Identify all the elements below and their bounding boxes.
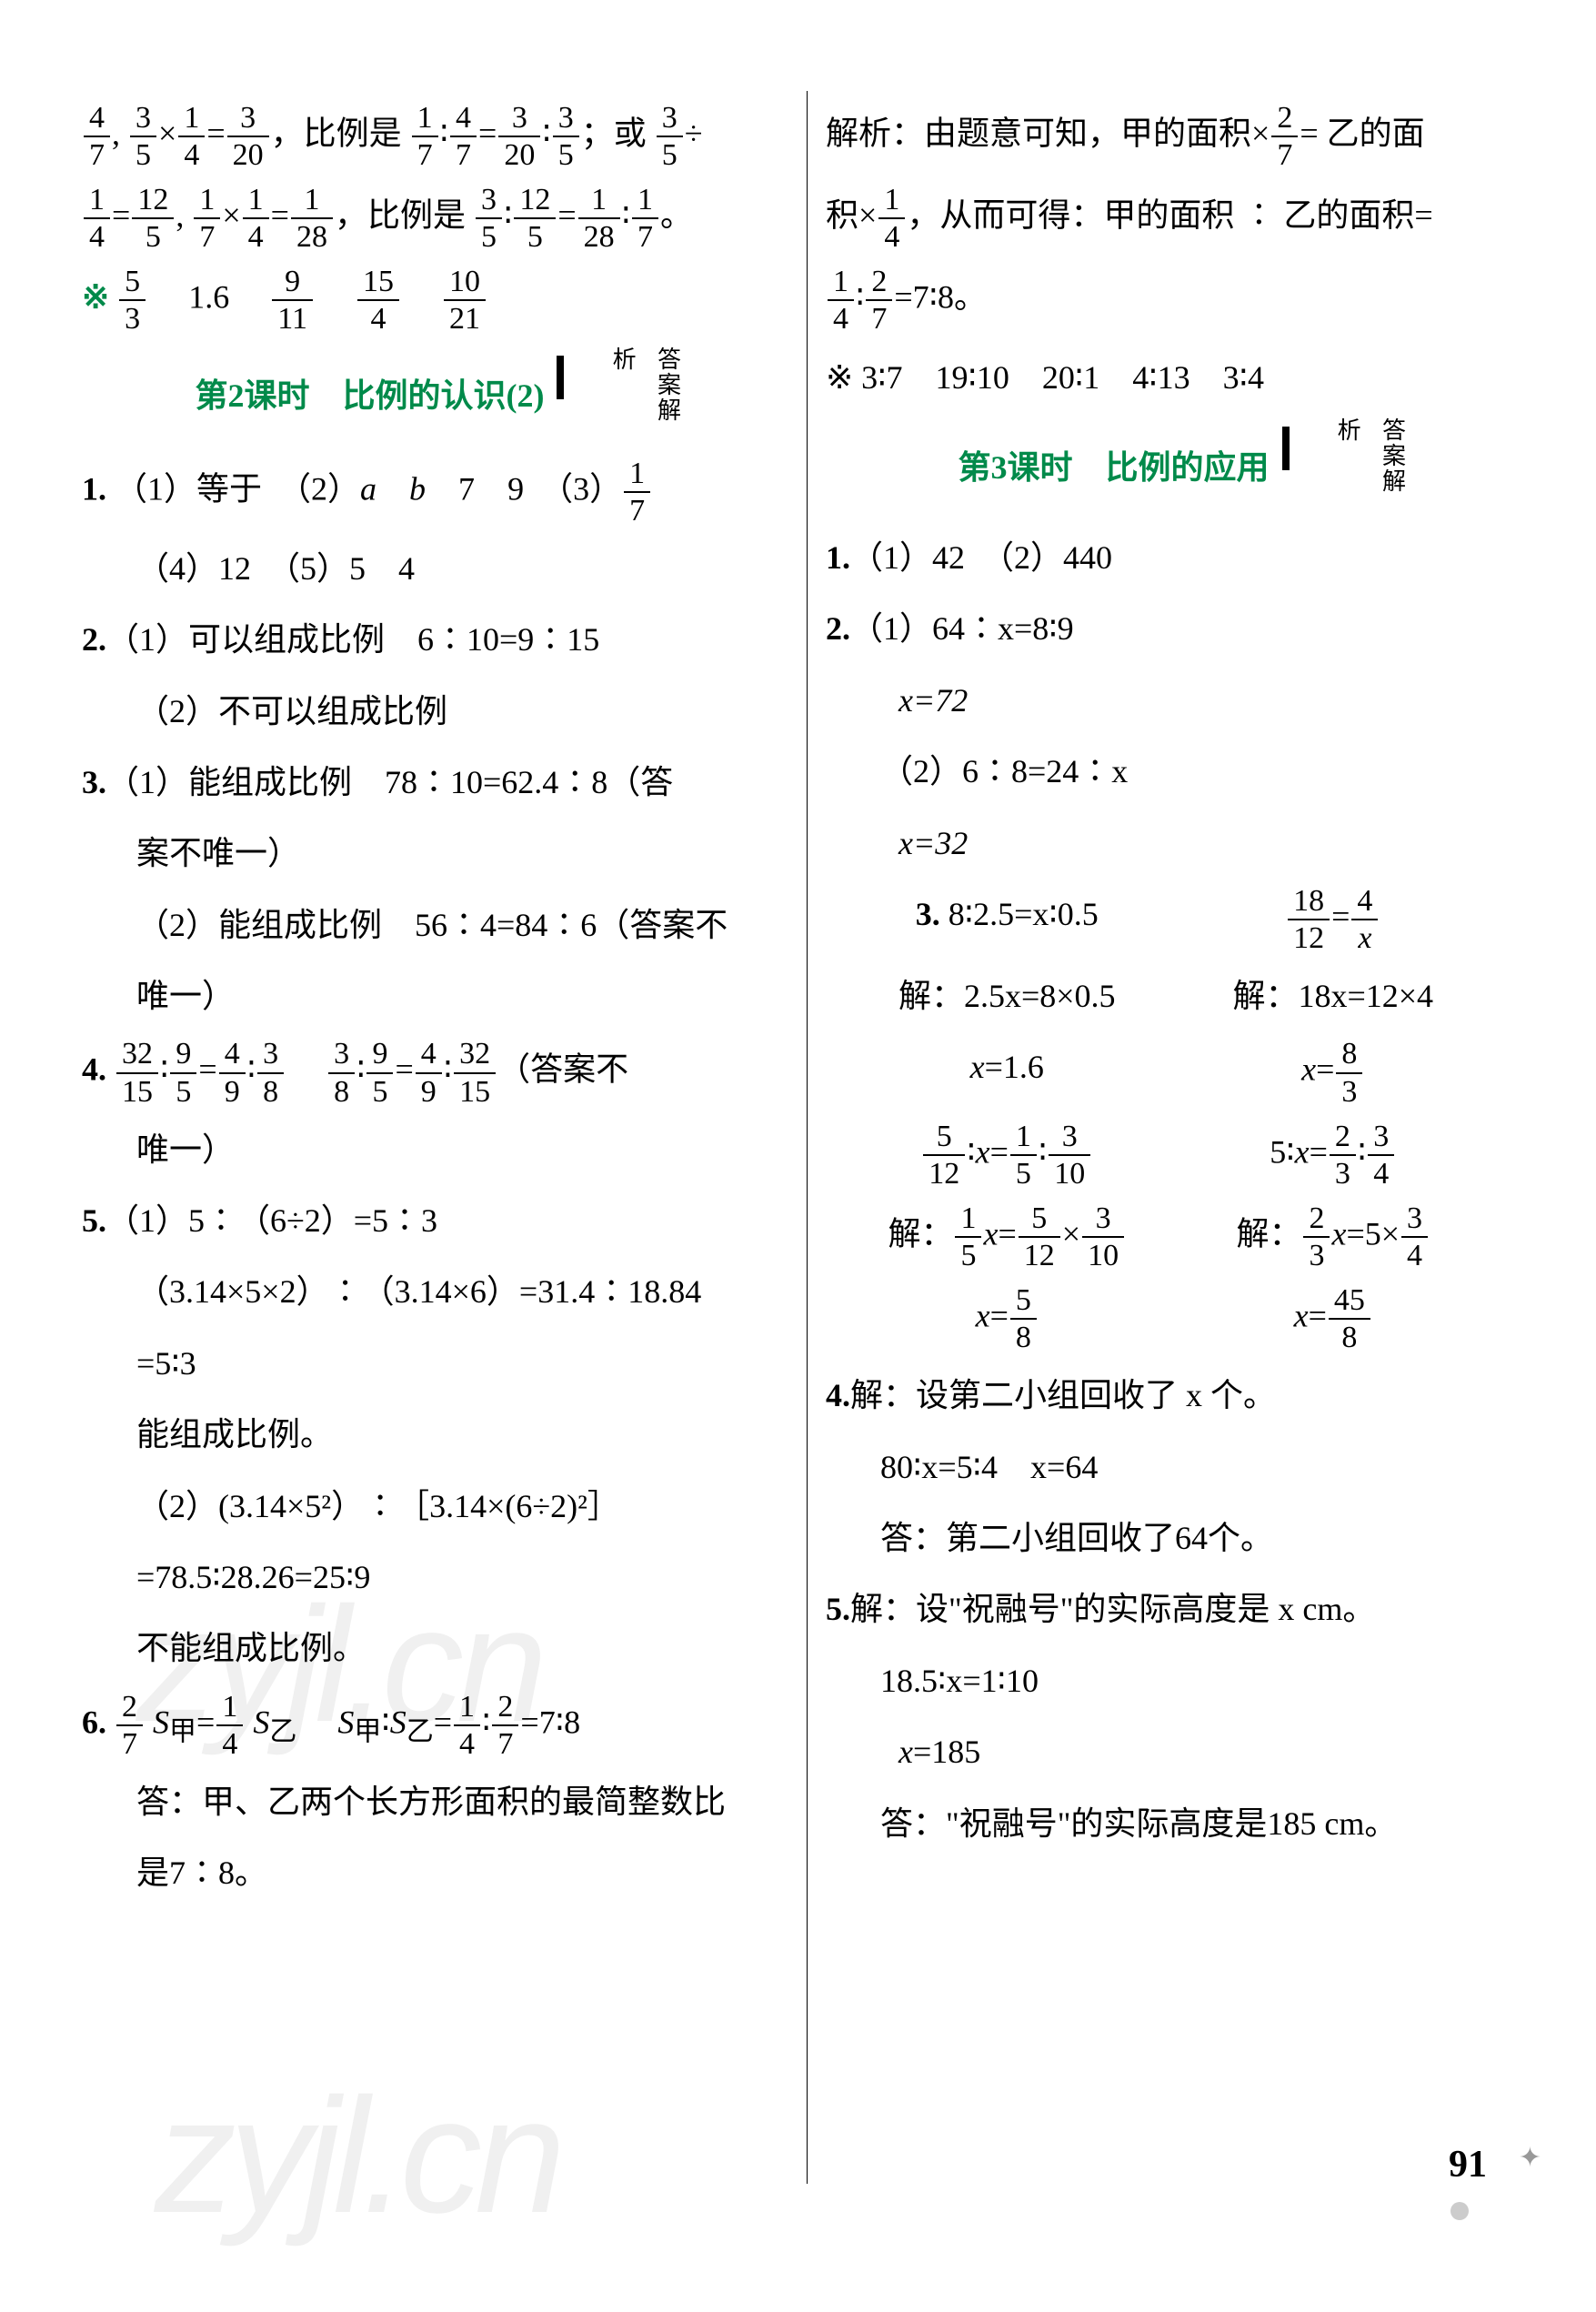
section-title: 第2课时 比例的认识(2) <box>196 365 545 427</box>
rq5-sub: 答："祝融号"的实际高度是185 cm。 <box>826 1793 1514 1855</box>
value: 1.6 <box>188 279 229 316</box>
star-icon: ※ <box>82 279 109 316</box>
text: （1）64∶x=8∶9 <box>850 610 1074 647</box>
star-line: ※ 53 1.6 911 154 1021 <box>82 264 770 337</box>
item-number: 2. <box>826 610 850 647</box>
section-title: 第3课时 比例的应用 <box>958 437 1269 498</box>
item-number: 1. <box>82 470 106 507</box>
q5-sub: 不能组成比例。 <box>82 1617 770 1679</box>
text: =7∶8。 <box>894 279 987 316</box>
qr-code-icon: 答案解析 <box>557 347 657 447</box>
text: =7∶8 <box>520 1704 580 1740</box>
text: （3） <box>557 470 622 507</box>
text: ，比例是 <box>335 197 466 234</box>
text: ，比例是 <box>271 115 402 151</box>
q2: 2.（1）可以组成比例 6∶10=9∶15 <box>82 608 770 670</box>
section-title-row: 第2课时 比例的认识(2) 答案解析 <box>82 347 770 447</box>
text-line: 47, 35×14=320，比例是 17∶47=320∶35；或 35÷ <box>82 100 770 173</box>
q6-sub: 是7∶8。 <box>82 1842 770 1904</box>
item-number: 2. <box>82 621 106 658</box>
decorative-dot-icon <box>1450 2202 1469 2220</box>
intro-line: 解析：由题意可知，甲的面积×27= 乙的面 <box>826 100 1514 173</box>
left-column: 47, 35×14=320，比例是 17∶47=320∶35；或 35÷ 14=… <box>82 91 788 2184</box>
item-number: 5. <box>82 1202 106 1239</box>
item-number: 1. <box>826 539 850 576</box>
q4-sub: 唯一） <box>82 1119 770 1181</box>
rq5-sub: x=185 <box>826 1721 1514 1783</box>
rq1: 1.（1）42 （2）440 <box>826 527 1514 588</box>
item-number: 3. <box>82 764 106 800</box>
decorative-star-icon: ✦ <box>1519 2132 1541 2184</box>
text: = 乙的面 <box>1300 115 1424 151</box>
rq4-sub: 80∶x=5∶4 x=64 <box>826 1436 1514 1498</box>
page-number: 91 <box>1449 2129 1487 2202</box>
text: （答案不 <box>497 1051 628 1088</box>
text: 8∶2.5=x∶0.5 <box>949 896 1099 932</box>
item-number: 6. <box>82 1704 106 1740</box>
q5-sub: =5∶3 <box>82 1332 770 1394</box>
q5-sub: （2）(3.14×5²）∶［3.14×(6÷2)²］ <box>82 1475 770 1537</box>
text: （1）可以组成比例 6∶10=9∶15 <box>106 621 599 658</box>
q5-sub: 能组成比例。 <box>82 1403 770 1465</box>
intro-line: 积×14，从而可得：甲的面积 ∶ 乙的面积= <box>826 182 1514 255</box>
q2-sub: （2）不可以组成比例 <box>82 680 770 742</box>
rq2-sub: x=72 <box>826 669 1514 731</box>
q5-sub: =78.5∶28.26=25∶9 <box>82 1546 770 1608</box>
rq3-row: 512∶x=15∶310 5∶x=23∶34 <box>826 1119 1514 1191</box>
right-column: 解析：由题意可知，甲的面积×27= 乙的面 积×14，从而可得：甲的面积 ∶ 乙… <box>807 91 1514 2184</box>
text: 解：18x=12×4 <box>1170 965 1497 1027</box>
q3-sub: （2）能组成比例 56∶4=84∶6（答案不 <box>82 894 770 956</box>
item-number: 4. <box>826 1377 850 1413</box>
text: ※ 3∶7 19∶10 20∶1 4∶13 3∶4 <box>826 359 1264 396</box>
qr-label: 答案解析 <box>600 347 690 447</box>
rq4-sub: 答：第二小组回收了64个。 <box>826 1507 1514 1569</box>
q1-sub: （4）12 （5）5 4 <box>82 538 770 599</box>
rq3-row: 3. 8∶2.5=x∶0.5 1812=4x <box>826 883 1514 956</box>
rq2-sub: x=32 <box>826 812 1514 874</box>
text: ；或 <box>581 115 647 151</box>
qr-label: 答案解析 <box>1325 417 1415 518</box>
text: 解析：由题意可知，甲的面积× <box>826 115 1270 151</box>
rq5-sub: 18.5∶x=1∶10 <box>826 1650 1514 1712</box>
intro-line: 14∶27=7∶8。 <box>826 264 1514 337</box>
text: （1）能组成比例 78∶10=62.4∶8（答 <box>106 764 673 800</box>
rq4: 4.解：设第二小组回收了 x 个。 <box>826 1364 1514 1426</box>
q1: 1. （1）等于 （2）a b 7 9 （3）17 <box>82 456 770 528</box>
item-number: 4. <box>82 1051 106 1088</box>
rq3-row: 解：2.5x=8×0.5 解：18x=12×4 <box>826 965 1514 1027</box>
rq3-row: 解：15x=512×310 解：23x=5×34 <box>826 1201 1514 1273</box>
text: 积× <box>826 197 877 234</box>
rq2: 2.（1）64∶x=8∶9 <box>826 598 1514 659</box>
qr-code-icon: 答案解析 <box>1282 417 1382 518</box>
q6: 6. 27 S甲=14 S乙 S甲∶S乙=14∶27=7∶8 <box>82 1689 770 1762</box>
text: （1）5∶（6÷2）=5∶3 <box>106 1202 437 1239</box>
q3-sub: 唯一） <box>82 965 770 1027</box>
rq3-row: x=58 x=458 <box>826 1282 1514 1355</box>
text: 解：设"祝融号"的实际高度是 x cm。 <box>850 1591 1375 1627</box>
watermark: zyjl.cn <box>155 2001 558 2312</box>
q6-sub: 答：甲、乙两个长方形面积的最简整数比 <box>82 1771 770 1833</box>
content-columns: 47, 35×14=320，比例是 17∶47=320∶35；或 35÷ 14=… <box>82 91 1514 2184</box>
text: （1）42 （2）440 <box>850 539 1112 576</box>
text: ，从而可得：甲的面积 ∶ 乙的面积= <box>907 197 1432 234</box>
q3: 3.（1）能组成比例 78∶10=62.4∶8（答 <box>82 751 770 813</box>
rq2-sub: （2）6∶8=24∶x <box>826 740 1514 802</box>
rq5: 5.解：设"祝融号"的实际高度是 x cm。 <box>826 1578 1514 1640</box>
text: 。 <box>660 197 693 234</box>
q3-sub: 案不唯一） <box>82 822 770 884</box>
star-line: ※ 3∶7 19∶10 20∶1 4∶13 3∶4 <box>826 347 1514 408</box>
text: 解：设第二小组回收了 x 个。 <box>850 1377 1276 1413</box>
q5: 5.（1）5∶（6÷2）=5∶3 <box>82 1190 770 1251</box>
text: （1）等于 （2） <box>115 470 360 507</box>
item-number: 3. <box>916 896 940 932</box>
rq3-row: x=x=1.61.6 x=83 <box>826 1036 1514 1109</box>
text: 解：2.5x=8×0.5 <box>844 965 1170 1027</box>
q5-sub: （3.14×5×2）∶（3.14×6）=31.4∶18.84 <box>82 1261 770 1322</box>
item-number: 5. <box>826 1591 850 1627</box>
text-line: 14=125, 17×14=128，比例是 35∶125=128∶17。 <box>82 182 770 255</box>
section-title-row: 第3课时 比例的应用 答案解析 <box>826 417 1514 518</box>
q4: 4. 3215∶95=49∶38 38∶95=49∶3215（答案不 <box>82 1036 770 1109</box>
